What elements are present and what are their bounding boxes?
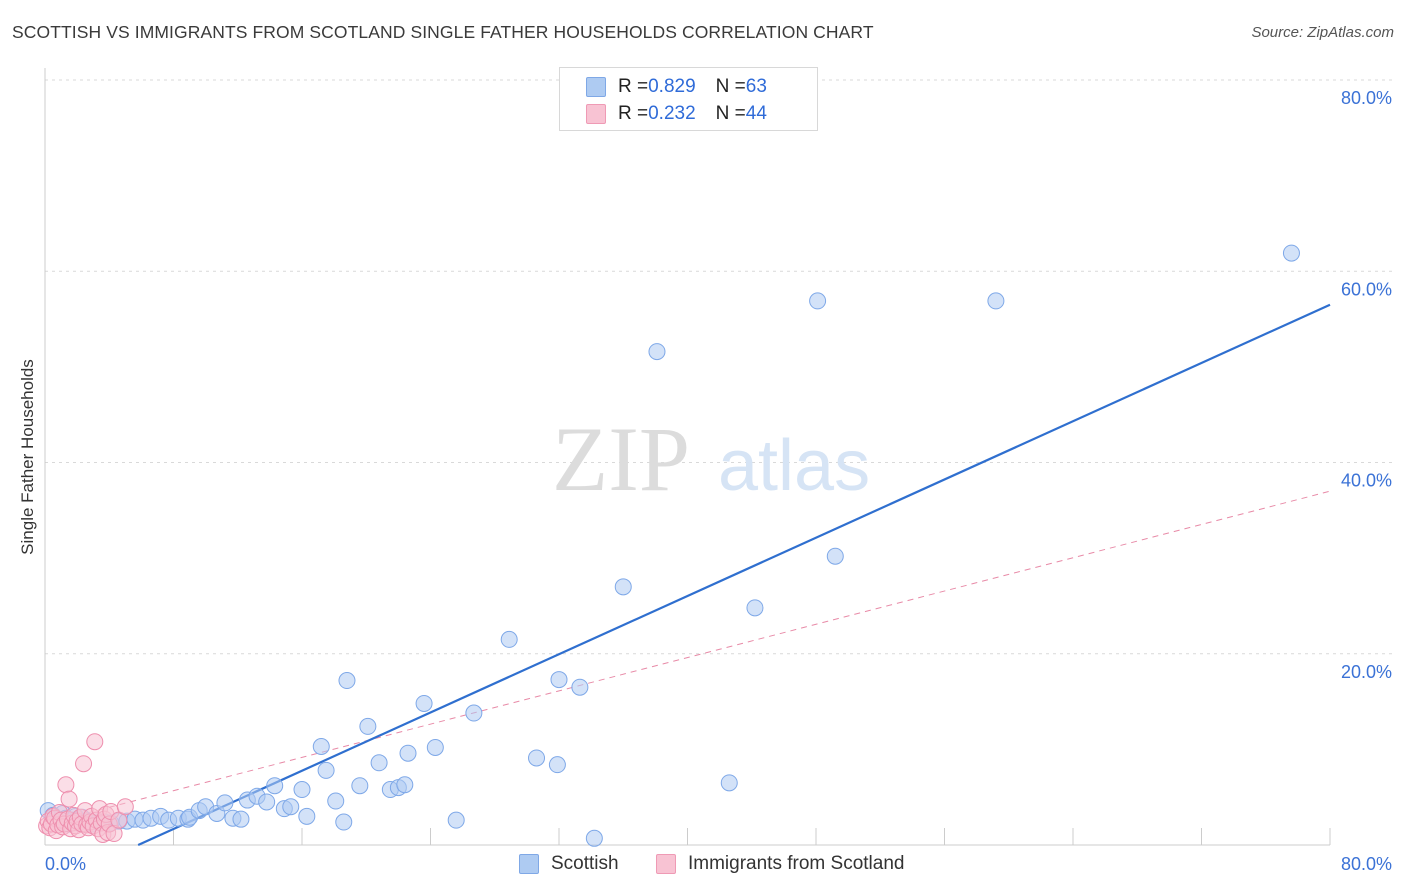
point-scottish (312, 738, 330, 756)
point-scottish (746, 599, 764, 617)
point-scottish (216, 794, 234, 812)
legend-n-value-immigrants: 44 (745, 103, 767, 124)
point-scottish (317, 761, 335, 779)
y-tick-label: 60.0% (1341, 279, 1392, 299)
point-scottish (1282, 244, 1300, 262)
point-scottish (298, 807, 316, 825)
point-scottish (447, 811, 465, 829)
bottom-legend-label-scottish: Scottish (551, 853, 619, 874)
point-scottish (465, 704, 483, 722)
point-immigrants (116, 798, 134, 816)
legend-r-value-immigrants: 0.232 (648, 103, 696, 124)
y-tick-label: 80.0% (1341, 88, 1392, 108)
point-scottish (282, 798, 300, 816)
source-label: Source: ZipAtlas.com (1251, 24, 1394, 41)
point-scottish (550, 671, 568, 689)
bottom-legend-scottish: Scottish (519, 852, 619, 876)
point-scottish (351, 777, 369, 795)
chart-title: SCOTTISH VS IMMIGRANTS FROM SCOTLAND SIN… (12, 22, 874, 42)
point-scottish (720, 774, 738, 792)
point-scottish (415, 694, 433, 712)
x-tick-label: 0.0% (45, 854, 86, 874)
points-layer (38, 244, 1300, 847)
point-scottish (399, 744, 417, 762)
trend-line-immigrants (44, 490, 1331, 825)
point-scottish (528, 749, 546, 767)
watermark-zip: ZIP (552, 408, 690, 510)
point-scottish (359, 717, 377, 735)
legend-row-immigrants: R = 0.232 N = 44 (586, 103, 767, 125)
point-scottish (500, 630, 518, 648)
legend-box: R = 0.829 N = 63 R = 0.232 N = 44 (559, 67, 818, 131)
point-scottish (370, 754, 388, 772)
tick-layer: 20.0% 40.0% 60.0% 80.0% 0.0% 80.0% (45, 88, 1392, 874)
point-scottish (266, 777, 284, 795)
legend-row-scottish: R = 0.829 N = 63 (586, 76, 767, 98)
y-axis-label: Single Father Households (18, 359, 37, 555)
legend-n-value-scottish: 63 (745, 76, 767, 97)
bottom-legend-immigrants: Immigrants from Scotland (656, 852, 904, 876)
point-scottish (648, 343, 666, 361)
legend-r-label: R = (618, 103, 649, 124)
watermark: ZIP atlas (552, 408, 870, 510)
y-tick-label: 20.0% (1341, 662, 1392, 682)
legend-swatch-scottish (586, 77, 606, 97)
trend-layer (44, 303, 1331, 847)
legend-swatch-immigrants (586, 104, 606, 124)
point-scottish (258, 793, 276, 811)
x-tick-label: 80.0% (1341, 854, 1392, 874)
legend-r-label: R = (618, 76, 649, 97)
point-scottish (614, 578, 632, 596)
y-tick-label: 40.0% (1341, 471, 1392, 491)
point-scottish (585, 829, 603, 847)
point-scottish (327, 792, 345, 810)
trend-line-scottish (137, 303, 1331, 847)
point-scottish (396, 776, 414, 794)
point-immigrants (86, 733, 104, 751)
grid-layer (44, 68, 1392, 846)
legend-n-label: N = (715, 103, 746, 124)
point-scottish (548, 756, 566, 774)
bottom-legend-label-immigrants: Immigrants from Scotland (688, 853, 905, 874)
point-scottish (293, 781, 311, 799)
point-scottish (426, 738, 444, 756)
point-scottish (338, 672, 356, 690)
point-immigrants (75, 755, 93, 773)
point-scottish (987, 292, 1005, 310)
point-scottish (571, 678, 589, 696)
legend-r-value-scottish: 0.829 (648, 76, 696, 97)
point-scottish (809, 292, 827, 310)
point-scottish (335, 813, 353, 831)
point-scottish (232, 810, 250, 828)
watermark-atlas: atlas (718, 426, 870, 506)
bottom-legend-swatch-scottish (519, 854, 539, 874)
bottom-legend-swatch-immigrants (656, 854, 676, 874)
point-immigrants (57, 776, 75, 794)
point-immigrants (60, 790, 78, 808)
legend-n-label: N = (715, 76, 746, 97)
point-scottish (826, 547, 844, 565)
